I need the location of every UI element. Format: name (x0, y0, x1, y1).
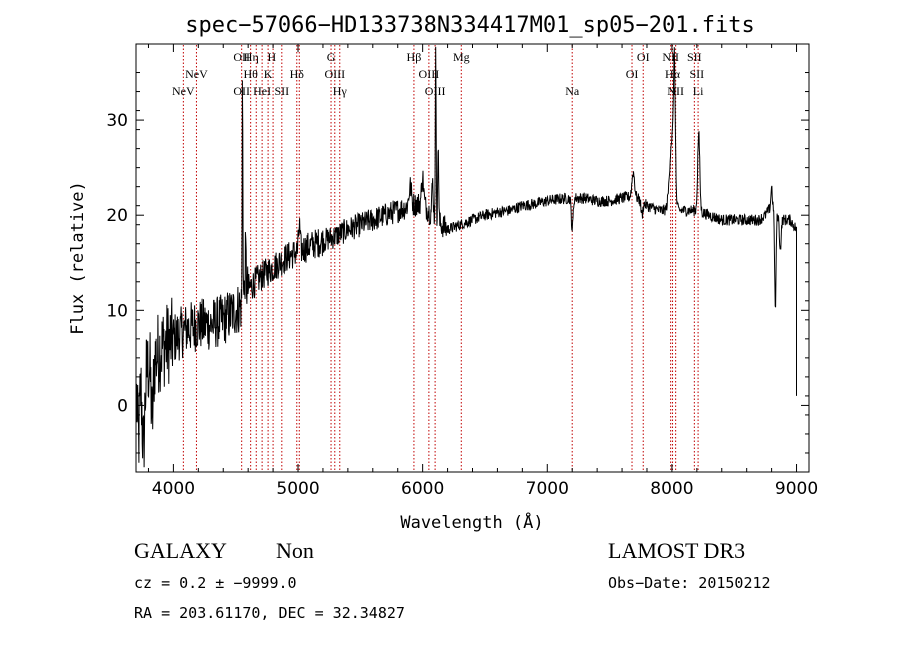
chart-title: spec−57066−HD133738N334417M01_sp05−201.f… (185, 13, 755, 38)
obs-date: Obs−Date: 20150212 (608, 574, 771, 592)
line-label-2: OII (233, 50, 250, 64)
spectrum-line (136, 46, 797, 468)
object-class: GALAXY (134, 538, 227, 563)
line-label-0: NeV (172, 84, 195, 98)
line-label-26: Li (693, 84, 704, 98)
line-label-18: Na (565, 84, 580, 98)
y-axis-label: Flux (relative) (68, 181, 88, 335)
line-label-12: OIII (324, 67, 345, 81)
line-label-1: NeV (185, 67, 208, 81)
line-label-21: NII (662, 50, 679, 64)
spectrum-line-group (136, 46, 797, 468)
x-tick-label-4000: 4000 (152, 479, 195, 499)
y-tick-label-30: 30 (106, 111, 128, 131)
line-label-20: OI (637, 50, 650, 64)
line-label-13: Hγ (333, 84, 348, 98)
object-subclass: Non (276, 538, 314, 563)
x-tick-label-9000: 9000 (775, 479, 818, 499)
line-label-17: Mg (453, 50, 470, 64)
line-label-10: Hδ (290, 67, 305, 81)
y-tick-label-10: 10 (106, 301, 128, 321)
line-markers (182, 45, 699, 471)
x-tick-label-5000: 5000 (276, 479, 319, 499)
ra-dec: RA = 203.61170, DEC = 32.34827 (134, 604, 405, 622)
line-label-7: H (268, 50, 277, 64)
line-label-5: Hθ (243, 67, 258, 81)
y-tick-label-20: 20 (106, 206, 128, 226)
line-label-16: OIII (425, 84, 446, 98)
y-axis-ticks: 0 10 20 30 (106, 72, 809, 454)
plot-frame (135, 43, 810, 473)
line-label-8: K (264, 67, 273, 81)
line-label-14: Hβ (407, 50, 422, 64)
line-label-6: HeI (253, 84, 271, 98)
line-label-22: Hα (665, 67, 681, 81)
line-label-19: OI (626, 67, 639, 81)
line-label-9: SII (274, 84, 289, 98)
x-axis-ticks: 4000 5000 6000 7000 8000 9000 (147, 44, 818, 499)
x-tick-label-7000: 7000 (526, 479, 569, 499)
line-label-3: OII (233, 84, 250, 98)
x-tick-label-8000: 8000 (650, 479, 693, 499)
line-label-4: Hη (244, 50, 259, 64)
line-labels: NeVNeVOIIOIIHηHθHeIHKSIIHδGOIIIHγHβOIIIO… (172, 50, 704, 98)
x-axis-label: Wavelength (Å) (400, 511, 543, 533)
line-label-24: SII (687, 50, 702, 64)
line-label-25: SII (689, 67, 704, 81)
line-label-23: NII (667, 84, 684, 98)
x-tick-label-6000: 6000 (401, 479, 444, 499)
survey-label: LAMOST DR3 (608, 538, 745, 563)
line-label-11: G (327, 50, 336, 64)
line-label-15: OIII (419, 67, 440, 81)
cz-value: cz = 0.2 ± −9999.0 (134, 574, 297, 592)
y-tick-label-0: 0 (117, 396, 128, 416)
